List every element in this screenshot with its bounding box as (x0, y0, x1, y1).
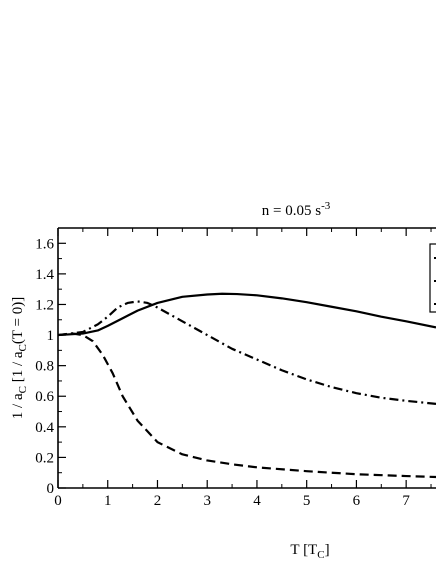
y-tick-label: 0 (47, 481, 55, 497)
legend (429, 243, 436, 313)
axes (57, 227, 436, 489)
series-line-solid (57, 292, 436, 337)
y-axis-ticks: 0 0.2 0.4 0.6 0.8 1 1.2 1.4 1.6 (35, 236, 66, 497)
x-axis-label-subscript: C (317, 549, 324, 561)
y-tick-label: 0.8 (35, 359, 54, 375)
data-series (57, 292, 436, 479)
x-tick-label: 2 (154, 493, 162, 509)
x-tick-label: 6 (353, 493, 361, 509)
y-tick-label: 0.6 (35, 389, 54, 405)
x-tick-label: 4 (253, 493, 261, 509)
chart-title: n = 0.05 s-3 (262, 200, 331, 219)
x-tick-label: 7 (402, 493, 410, 509)
series-line-dashed (57, 332, 436, 479)
x-tick-label: 1 (104, 493, 112, 509)
y-axis-label: 1 / aC [1 / aC(T = 0)] (10, 297, 29, 419)
y-tick-label: 0.2 (35, 450, 54, 466)
y-tick-label: 0.4 (35, 420, 54, 436)
y-axis-label-subscript-2: C (17, 344, 29, 351)
x-axis-label: T [TC] (290, 542, 329, 561)
legend-box (429, 243, 436, 313)
x-tick-label: 5 (303, 493, 311, 509)
x-axis-ticks: 0 1 2 3 4 5 6 7 (54, 228, 432, 509)
y-tick-label: 1.6 (35, 236, 54, 252)
y-tick-label: 1 (47, 328, 55, 344)
y-tick-label: 1.4 (35, 267, 54, 283)
chart-title-superscript: -3 (321, 200, 331, 212)
y-axis-label-subscript: C (17, 386, 29, 393)
x-tick-label: 0 (54, 493, 62, 509)
series-line-dashdot (57, 300, 436, 405)
x-tick-label: 3 (203, 493, 211, 509)
y-tick-label: 1.2 (35, 297, 54, 313)
